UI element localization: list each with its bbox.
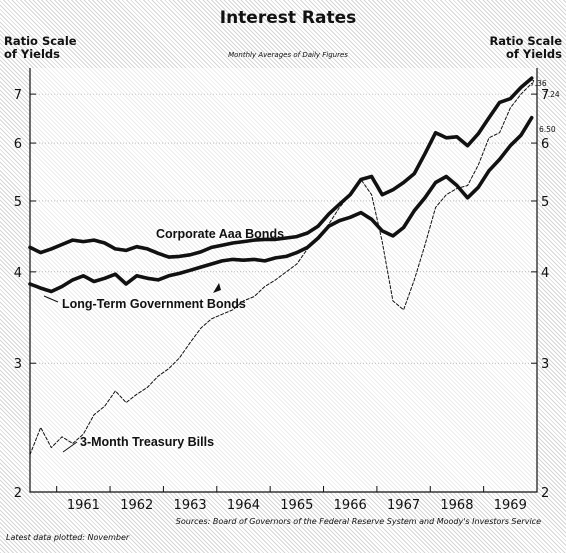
y-tick-label-left-4: 4 xyxy=(14,266,22,281)
left-scale-label-line2: of Yields xyxy=(4,47,60,61)
x-tick-label-1965: 1965 xyxy=(280,498,313,513)
series-lines xyxy=(28,76,534,456)
y-tick-label-right-5: 5 xyxy=(541,195,549,210)
plot-area xyxy=(30,68,537,492)
y-axis-ticks: 2 2 3 3 4 4 5 5 6 6 7 7 xyxy=(14,88,550,501)
x-tick-label-1962: 1962 xyxy=(120,498,153,513)
y-tick-label-left-3: 3 xyxy=(14,357,22,372)
x-axis-ticks: 1961 1962 1963 1964 1965 1966 1967 1968 1969 xyxy=(56,486,538,513)
y-tick-label-right-6: 6 xyxy=(541,137,549,152)
end-value-labels: 7.36 6.50 7.24 xyxy=(530,79,560,134)
series-labels: Corporate Aaa Bonds Long-Term Government … xyxy=(43,227,284,453)
series-line-long-term-government-bonds xyxy=(28,115,534,294)
y-tick-label-left-2: 2 xyxy=(14,486,22,501)
right-scale-label-line2: of Yields xyxy=(506,47,562,61)
series-label-3-month-treasury-bills: 3-Month Treasury Bills xyxy=(80,435,214,449)
series-line-3-month-treasury-bills xyxy=(29,82,533,456)
x-tick-label-1968: 1968 xyxy=(440,498,473,513)
govt-bonds-leader-line xyxy=(43,295,59,303)
right-scale-label-line1: Ratio Scale xyxy=(489,34,562,48)
govt-bonds-arrow-icon xyxy=(213,283,221,293)
y-tick-label-left-6: 6 xyxy=(14,137,22,152)
x-tick-label-1969: 1969 xyxy=(494,498,527,513)
chart-subtitle: Monthly Averages of Daily Figures xyxy=(228,51,348,59)
x-tick-label-1964: 1964 xyxy=(227,498,260,513)
x-tick-label-1963: 1963 xyxy=(174,498,207,513)
y-tick-label-right-2: 2 xyxy=(541,486,549,501)
x-tick-label-1967: 1967 xyxy=(387,498,420,513)
chart-title: Interest Rates xyxy=(220,8,357,28)
latest-data-note: Latest data plotted: November xyxy=(6,533,130,542)
y-tick-label-right-4: 4 xyxy=(541,266,549,281)
y-tick-label-left-7: 7 xyxy=(14,88,22,103)
left-scale-label-line1: Ratio Scale xyxy=(4,34,77,48)
series-line-corporate-aaa-bonds xyxy=(28,76,534,259)
end-label-3-month-treasury-bills: 7.24 xyxy=(543,90,560,99)
plot-border xyxy=(29,68,538,493)
series-label-corporate-aaa-bonds: Corporate Aaa Bonds xyxy=(156,227,284,241)
x-tick-label-1961: 1961 xyxy=(67,498,100,513)
series-label-long-term-government-bonds: Long-Term Government Bonds xyxy=(62,297,246,311)
tbills-leader-line xyxy=(62,441,78,453)
end-label-corporate-aaa-bonds: 7.36 xyxy=(530,79,547,88)
x-tick-label-1966: 1966 xyxy=(334,498,367,513)
y-tick-label-right-7: 7 xyxy=(541,88,549,103)
end-label-long-term-government-bonds: 6.50 xyxy=(539,125,556,134)
y-tick-label-right-3: 3 xyxy=(541,357,549,372)
sources-note: Sources: Board of Governors of the Feder… xyxy=(176,517,541,526)
y-tick-label-left-5: 5 xyxy=(14,195,22,210)
